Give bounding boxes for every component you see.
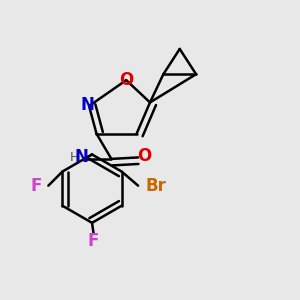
Text: Br: Br (146, 177, 167, 195)
Text: N: N (81, 95, 94, 113)
Text: F: F (88, 232, 99, 250)
Text: O: O (137, 147, 151, 165)
Text: N: N (75, 148, 88, 166)
Text: F: F (31, 177, 42, 195)
Text: O: O (119, 71, 133, 89)
Text: H: H (70, 151, 79, 164)
